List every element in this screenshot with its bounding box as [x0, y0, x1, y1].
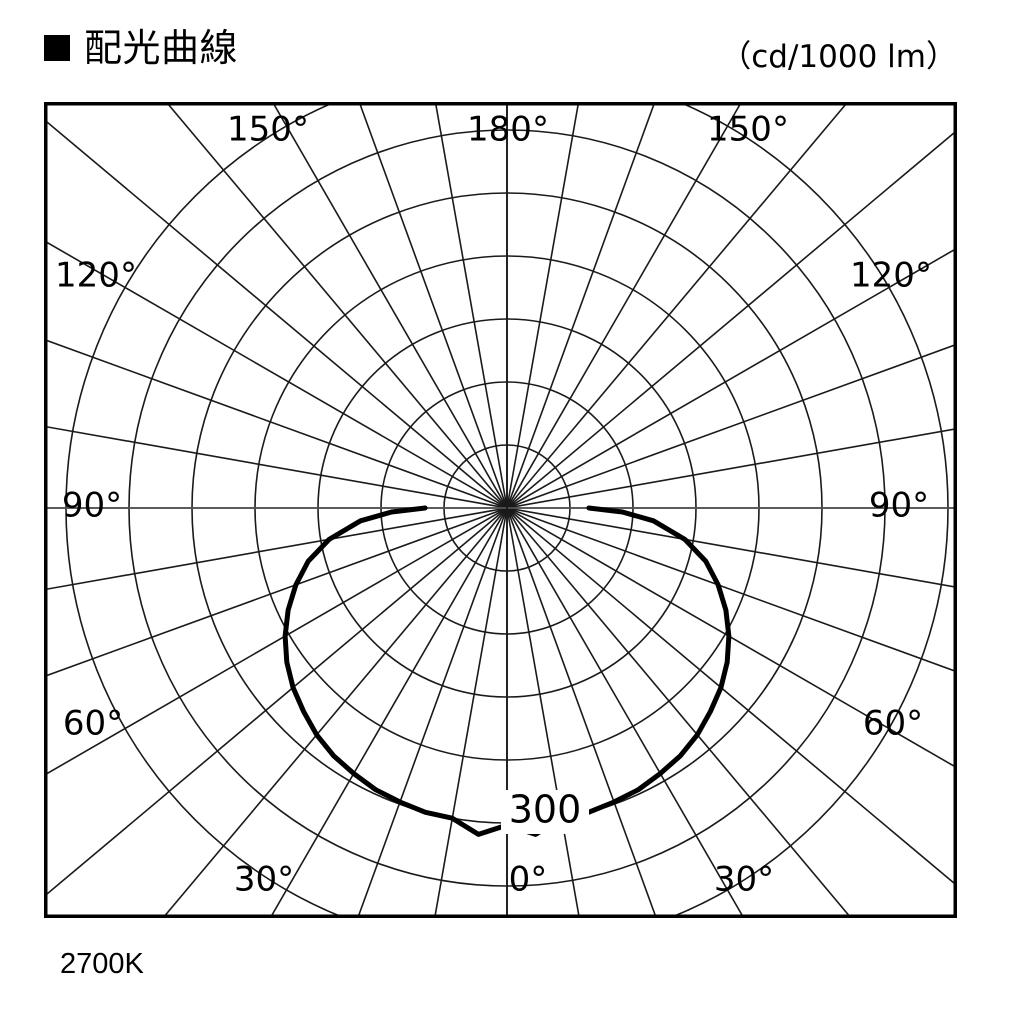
angle-labels: 150° 180° 150° 120° 120° 90° 90° 60° 60° 30° 0° 30°	[55, 110, 932, 900]
polar-chart-svg: 150° 180° 150° 120° 120° 90° 90° 60° 60° 30° 0° 30°…	[44, 102, 957, 918]
angle-tick-label: 180°	[467, 110, 549, 150]
angle-tick-label: 120°	[850, 256, 932, 296]
angle-tick-label: 60°	[863, 704, 923, 744]
ring-value-label: 300	[509, 788, 582, 832]
angle-tick-label: 150°	[227, 110, 309, 150]
angle-tick-label: 150°	[707, 110, 789, 150]
angle-tick-label: 90°	[62, 486, 122, 526]
ring-label-backdrop	[501, 790, 589, 834]
angle-tick-label: 120°	[55, 256, 137, 296]
figure-header: 配光曲線 （cd/1000 lm）	[0, 0, 1025, 102]
angle-tick-label: 30°	[714, 860, 774, 900]
color-temperature-label: 2700K	[60, 948, 144, 980]
angle-tick-label: 90°	[869, 486, 929, 526]
polar-grid	[45, 103, 956, 917]
angle-tick-label: 0°	[509, 860, 548, 900]
title-group: 配光曲線	[44, 28, 238, 68]
ring-value-labels: 300	[501, 788, 589, 834]
angle-tick-label: 60°	[63, 704, 123, 744]
angle-tick-label: 30°	[234, 860, 294, 900]
filled-square-icon	[44, 35, 70, 61]
page-title: 配光曲線	[84, 26, 239, 70]
polar-chart: 150° 180° 150° 120° 120° 90° 90° 60° 60° 30° 0° 30°…	[44, 102, 957, 918]
unit-label: （cd/1000 lm）	[720, 39, 957, 75]
chart-frame-border	[44, 102, 957, 918]
